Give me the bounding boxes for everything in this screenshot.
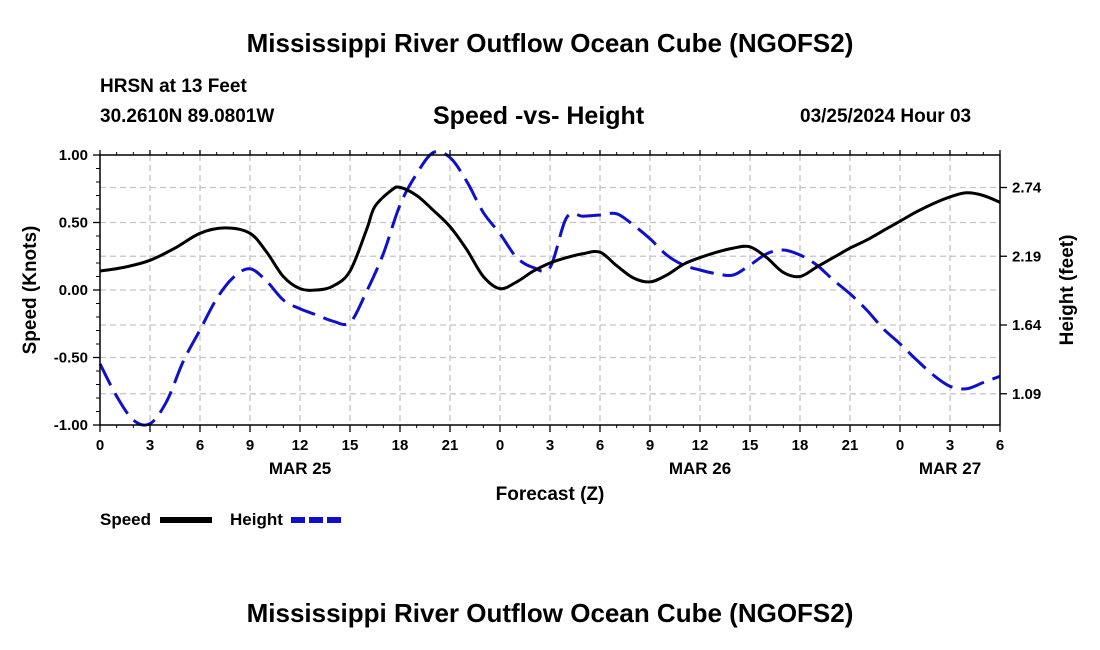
x-tick-label: 18 (392, 437, 409, 454)
x-tick-label: 12 (292, 437, 309, 454)
y-left-tick-label: 0.00 (59, 282, 88, 299)
y-left-tick-label: -0.50 (54, 350, 88, 367)
y-right-tick-label: 1.64 (1012, 317, 1042, 334)
y-left-tick-label: 0.50 (59, 215, 88, 232)
legend-height-label: Height (230, 510, 283, 529)
x-tick-label: 0 (96, 437, 104, 454)
station-label: HRSN at 13 Feet (100, 76, 247, 97)
y-left-tick-label: -1.00 (54, 417, 88, 434)
x-tick-label: 21 (442, 437, 459, 454)
datetime-label: 03/25/2024 Hour 03 (800, 106, 972, 127)
x-tick-label: 21 (842, 437, 859, 454)
y-right-tick-label: 1.09 (1012, 386, 1041, 403)
footer-title: Mississippi River Outflow Ocean Cube (NG… (246, 598, 854, 628)
chart-subtitle: Speed -vs- Height (433, 102, 645, 130)
x-tick-label: 18 (792, 437, 809, 454)
series-layer (98, 149, 1001, 427)
date-label: MAR 26 (669, 459, 731, 478)
date-label: MAR 27 (919, 459, 981, 478)
x-tick-label: 0 (496, 437, 504, 454)
tick-marks (93, 150, 1007, 432)
y-left-tick-label: 1.00 (59, 147, 88, 164)
legend-speed-label: Speed (100, 510, 151, 529)
x-axis-title: Forecast (Z) (496, 484, 605, 505)
y-right-tick-label: 2.74 (1012, 180, 1042, 197)
x-tick-label: 3 (146, 437, 154, 454)
x-tick-label: 9 (646, 437, 654, 454)
x-tick-label: 9 (246, 437, 254, 454)
series-line-speed (99, 185, 1001, 292)
legend: Speed Height (100, 510, 343, 529)
x-tick-label: 0 (896, 437, 904, 454)
coordinates-label: 30.2610N 89.0801W (100, 106, 275, 127)
chart-title: Mississippi River Outflow Ocean Cube (NG… (246, 28, 854, 58)
x-tick-label: 6 (596, 437, 604, 454)
x-tick-label: 6 (196, 437, 204, 454)
x-tick-label: 15 (342, 437, 359, 454)
y-axis-right-title: Height (feet) (1057, 235, 1078, 346)
x-tick-label: 6 (996, 437, 1004, 454)
axis-labels: 0 3 6 9 12 15 18 21 0 3 6 9 12 15 18 21 0 3 6 MAR 25 MAR 26 M… (54, 147, 1042, 478)
date-label: MAR 25 (269, 459, 331, 478)
x-tick-label: 3 (946, 437, 954, 454)
x-tick-label: 15 (742, 437, 759, 454)
y-right-tick-label: 2.19 (1012, 248, 1041, 265)
y-axis-left-title: Speed (Knots) (20, 226, 41, 355)
x-tick-label: 3 (546, 437, 554, 454)
grid (100, 155, 1000, 425)
x-tick-label: 12 (692, 437, 709, 454)
series-line-height (98, 149, 1001, 427)
